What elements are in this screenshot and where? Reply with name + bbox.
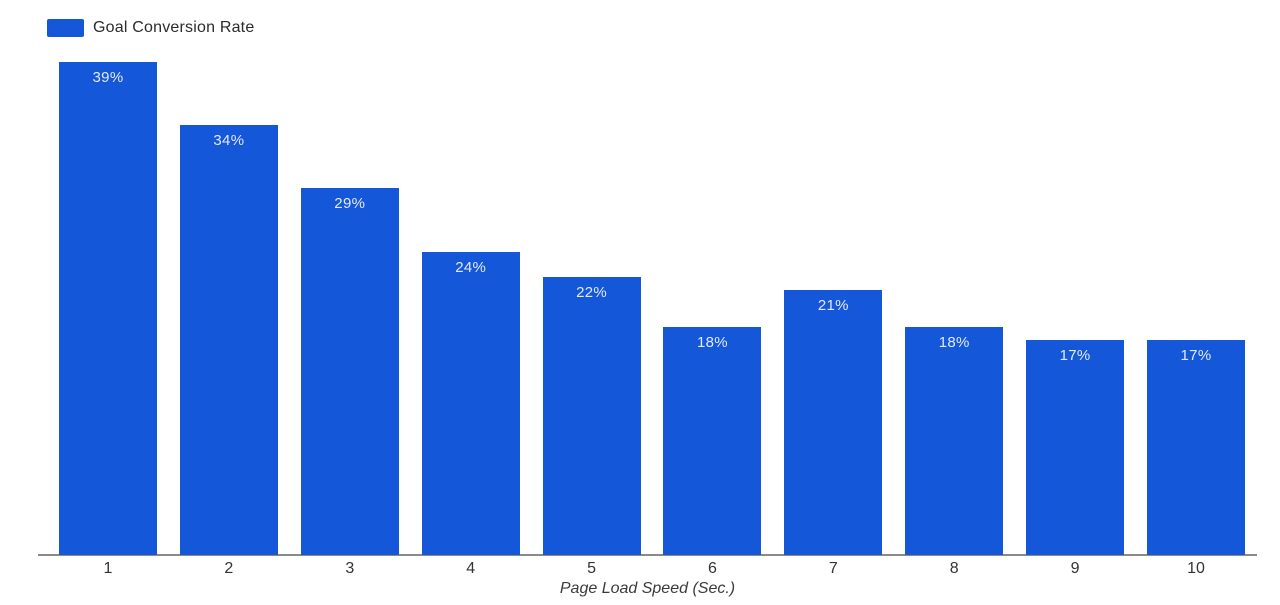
x-tick-label: 5 [587, 560, 596, 577]
legend-swatch-icon [47, 19, 84, 37]
x-tick-label: 4 [466, 560, 476, 577]
x-tick-label: 7 [828, 560, 838, 577]
bar-value-label: 34% [213, 132, 245, 150]
bar[interactable]: 18% [905, 327, 1004, 555]
bar-value-label: 24% [455, 258, 487, 276]
x-axis-line [38, 554, 1257, 556]
bar[interactable]: 39% [59, 62, 157, 555]
x-tick-label: 1 [103, 560, 113, 577]
bar-value-label: 39% [92, 69, 124, 86]
bar[interactable]: 22% [542, 276, 641, 555]
bar[interactable]: 17% [1026, 340, 1125, 555]
bar-value-label: 21% [817, 296, 849, 314]
x-axis-title: Page Load Speed (Sec.) [559, 580, 736, 597]
bar[interactable]: 21% [784, 289, 883, 555]
bar-value-label: 17% [1180, 347, 1212, 365]
x-tick-label: 10 [1187, 560, 1205, 577]
bar[interactable]: 24% [421, 251, 520, 555]
x-tick-label: 3 [345, 560, 355, 577]
bar[interactable]: 34% [179, 125, 278, 555]
bar[interactable]: 18% [663, 327, 762, 555]
bar-value-label: 29% [334, 195, 366, 213]
x-tick-label: 2 [224, 560, 234, 577]
bar-value-label: 17% [1059, 347, 1091, 365]
legend-label: Goal Conversion Rate [93, 19, 255, 36]
bar-value-label: 18% [696, 334, 728, 352]
legend-item-goal-conversion-rate[interactable]: Goal Conversion Rate [47, 19, 254, 37]
x-tick-label: 9 [1070, 560, 1080, 577]
bar[interactable]: 29% [300, 188, 399, 555]
x-tick-label: 6 [707, 560, 717, 577]
bar-value-label: 18% [938, 334, 970, 352]
x-tick-label: 8 [949, 560, 959, 577]
bar-value-label: 22% [576, 283, 608, 301]
bar[interactable]: 17% [1147, 340, 1245, 555]
